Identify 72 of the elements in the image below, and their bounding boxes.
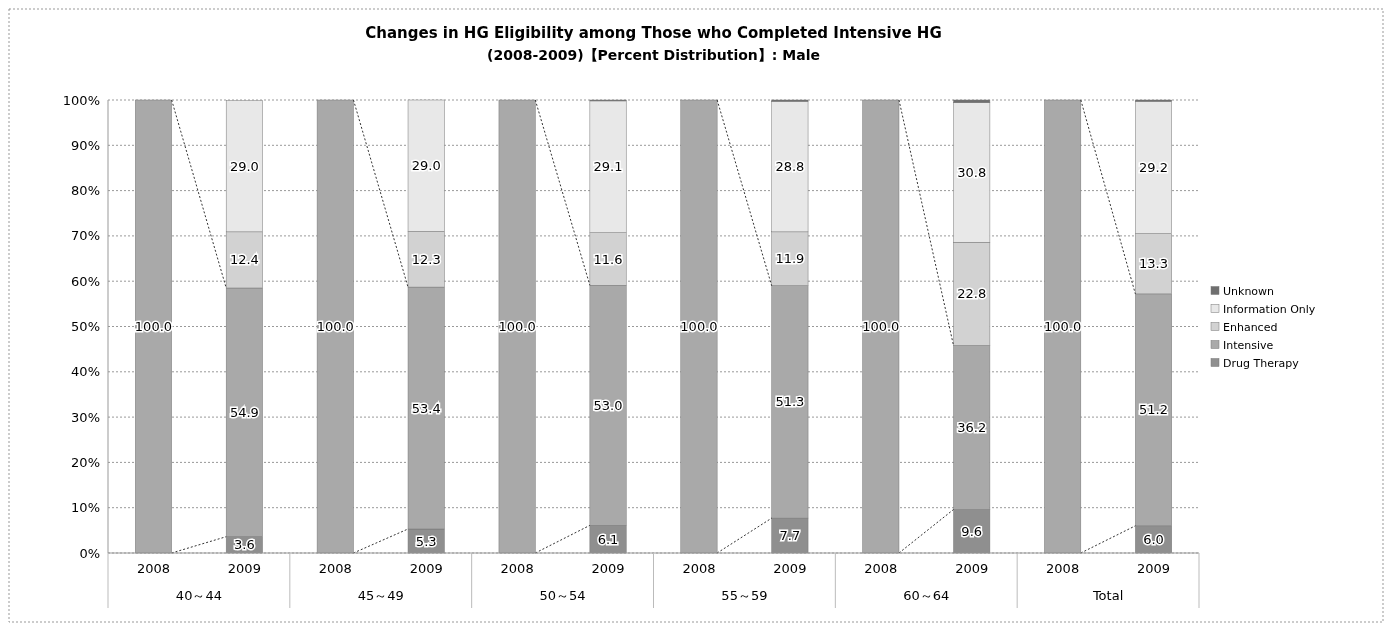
y-tick-label: 100% (62, 92, 100, 108)
data-label: 53.0 (593, 397, 623, 413)
x-tick-label: 2009 (773, 561, 807, 576)
data-label: 5.3 (415, 533, 437, 549)
data-label: 13.3 (1139, 256, 1169, 272)
data-label: 29.2 (1139, 160, 1169, 176)
x-tick-label: 2009 (591, 561, 625, 576)
data-label: 29.0 (229, 158, 259, 174)
y-tick-label: 0% (79, 545, 100, 561)
data-label: 100.0 (862, 319, 900, 335)
data-label: 6.1 (597, 531, 619, 547)
text: 60～64 (903, 588, 950, 603)
x-tick-label: 2008 (500, 561, 534, 576)
legend-label: Enhanced (1223, 321, 1278, 335)
y-tick-label: 10% (71, 500, 100, 516)
chart-title: Changes in HG Eligibility among Those who Completed Intensive HG (365, 24, 942, 42)
x-tick-label: 2008 (136, 561, 171, 576)
data-label: 100.0 (680, 319, 718, 335)
data-label: 11.9 (775, 251, 805, 267)
bar (680, 99, 718, 554)
bar (1044, 99, 1082, 554)
x-tick-label: 2008 (864, 561, 898, 576)
data-label: 100.0 (498, 319, 536, 335)
data-label: 12.3 (411, 251, 441, 267)
y-tick-label: 90% (71, 137, 100, 153)
y-tick-label: 30% (71, 409, 100, 425)
data-label: 7.7 (779, 528, 801, 544)
chart-subtitle: (2008-2009)【Percent Distribution】: Male (487, 47, 820, 63)
x-tick-label: 2009 (1136, 561, 1171, 576)
y-tick-label: 80% (71, 183, 100, 199)
data-label: 100.0 (134, 319, 173, 335)
legend-label: Intensive (1223, 339, 1274, 353)
bar (316, 99, 354, 554)
x-tick-label: 2009 (409, 561, 443, 576)
data-label: 6.0 (1143, 531, 1164, 547)
bar (498, 99, 536, 554)
y-tick-label: 60% (71, 273, 100, 289)
data-label: 28.8 (775, 159, 805, 175)
x-tick-label: 2009 (227, 561, 261, 576)
y-tick-label: 20% (71, 454, 100, 470)
text: 50～54 (539, 588, 586, 603)
data-label: 53.4 (411, 400, 441, 416)
y-tick-label: 50% (71, 319, 100, 335)
data-label: 54.9 (229, 404, 259, 420)
data-label: 29.0 (411, 158, 441, 174)
text: 45～49 (357, 588, 404, 603)
bar (135, 99, 172, 554)
data-label: 36.2 (957, 420, 987, 436)
data-label: 100.0 (316, 319, 354, 335)
legend-label: Unknown (1223, 285, 1275, 299)
data-label: 29.1 (593, 159, 623, 175)
data-label: 3.6 (234, 537, 255, 553)
legend-label: Information Only (1223, 303, 1316, 317)
x-tick-label: 2008 (682, 561, 716, 576)
data-label: 30.8 (957, 165, 987, 181)
legend-label: Drug Therapy (1223, 357, 1300, 371)
x-tick-label: 2009 (955, 561, 989, 576)
text: 55～59 (721, 588, 768, 603)
y-tick-label: 70% (71, 228, 100, 244)
text: Total (1091, 588, 1124, 603)
data-label: 22.8 (957, 286, 987, 302)
data-label: 51.2 (1139, 402, 1169, 418)
bar (862, 99, 900, 554)
data-label: 51.3 (775, 394, 805, 410)
text: 40～44 (175, 588, 222, 603)
y-tick-label: 40% (71, 364, 100, 380)
x-tick-label: 2008 (1046, 561, 1080, 576)
data-label: 11.6 (593, 251, 623, 267)
data-label: 12.4 (229, 252, 259, 268)
data-label: 9.6 (961, 523, 983, 539)
x-tick-label: 2008 (318, 561, 352, 576)
data-label: 100.0 (1044, 319, 1082, 335)
